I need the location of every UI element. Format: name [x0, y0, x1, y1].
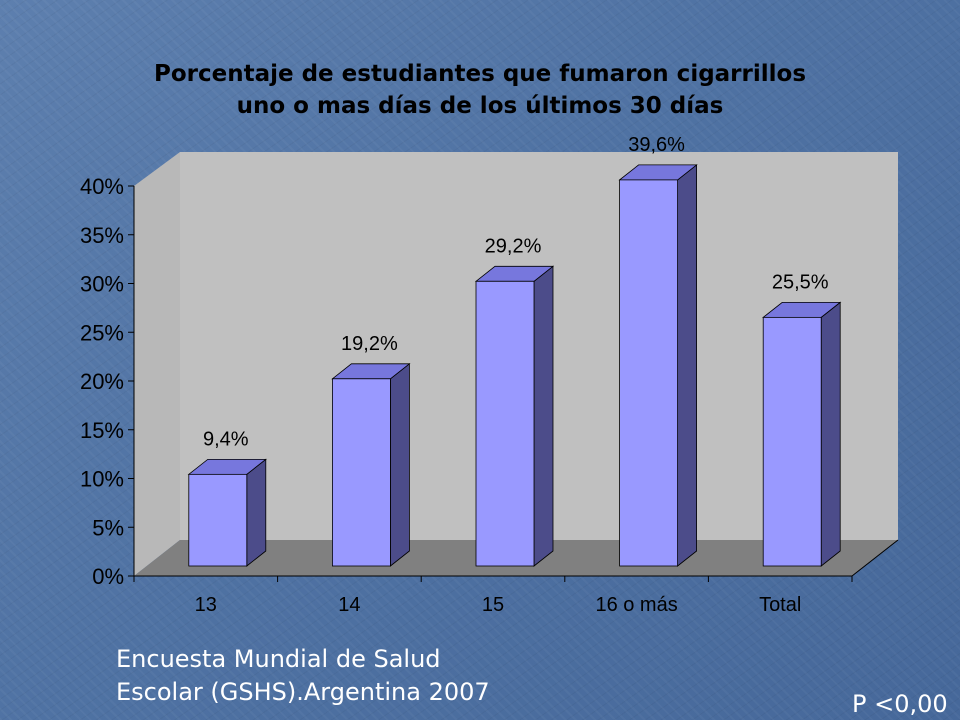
y-tick-label: 10%	[80, 467, 124, 492]
data-label: 19,2%	[341, 333, 398, 355]
x-axis-labels: 13 14 15 16 o más Total	[195, 594, 802, 616]
bar-13	[187, 458, 267, 567]
y-tick-label: 0%	[92, 564, 124, 589]
x-axis-depth-edge	[851, 539, 899, 577]
data-label: 39,6%	[628, 134, 685, 156]
y-tick-label: 15%	[80, 418, 124, 443]
chart-title-line-2: uno o mas días de los últimos 30 días	[237, 93, 724, 119]
y-axis-ticks: 0% 5% 10% 15% 20% 25% 30% 35% 40%	[80, 174, 134, 589]
bar-side	[389, 362, 410, 567]
chart-title-line-1: Porcentaje de estudiantes que fumaron ci…	[154, 61, 806, 87]
data-label: 25,5%	[772, 271, 829, 293]
data-labels: 9,4% 19,2% 29,2% 39,6% 25,5%	[203, 134, 829, 450]
bar-front	[188, 473, 248, 567]
bar-chart: Porcentaje de estudiantes que fumaron ci…	[80, 61, 899, 616]
bar-side	[820, 301, 841, 567]
chart-side-wall	[134, 152, 180, 576]
bar-side	[533, 265, 554, 567]
bar-front	[331, 378, 391, 567]
x-tick-label: 13	[195, 594, 217, 616]
x-tick-label: 15	[482, 594, 504, 616]
x-tick-label: 16 o más	[595, 594, 677, 616]
x-tick-label: 14	[338, 594, 360, 616]
bar-15	[474, 265, 555, 567]
bar-side	[677, 164, 697, 567]
bar-side	[246, 458, 267, 567]
bar-front	[475, 280, 535, 567]
bar-14	[331, 362, 411, 567]
y-tick-label: 20%	[80, 369, 124, 394]
bars-group	[187, 164, 842, 567]
bar-front	[762, 316, 822, 567]
data-label: 9,4%	[203, 428, 249, 450]
bar-Total	[762, 301, 842, 567]
source-line-2: Escolar (GSHS).Argentina 2007	[116, 678, 490, 706]
data-label: 29,2%	[485, 235, 542, 257]
x-axis-ticks	[133, 576, 853, 582]
source-note: Encuesta Mundial de Salud Escolar (GSHS)…	[116, 643, 490, 709]
y-tick-label: 5%	[92, 515, 124, 540]
y-tick-label: 40%	[80, 174, 124, 199]
y-tick-label: 25%	[80, 320, 124, 345]
y-tick-label: 30%	[80, 272, 124, 297]
source-line-1: Encuesta Mundial de Salud	[116, 645, 441, 673]
p-value: P <0,00	[852, 690, 948, 718]
y-tick-label: 35%	[80, 223, 124, 248]
x-tick-label: Total	[759, 594, 801, 616]
bar-front	[619, 179, 678, 567]
bar-16-o-más	[618, 164, 698, 567]
